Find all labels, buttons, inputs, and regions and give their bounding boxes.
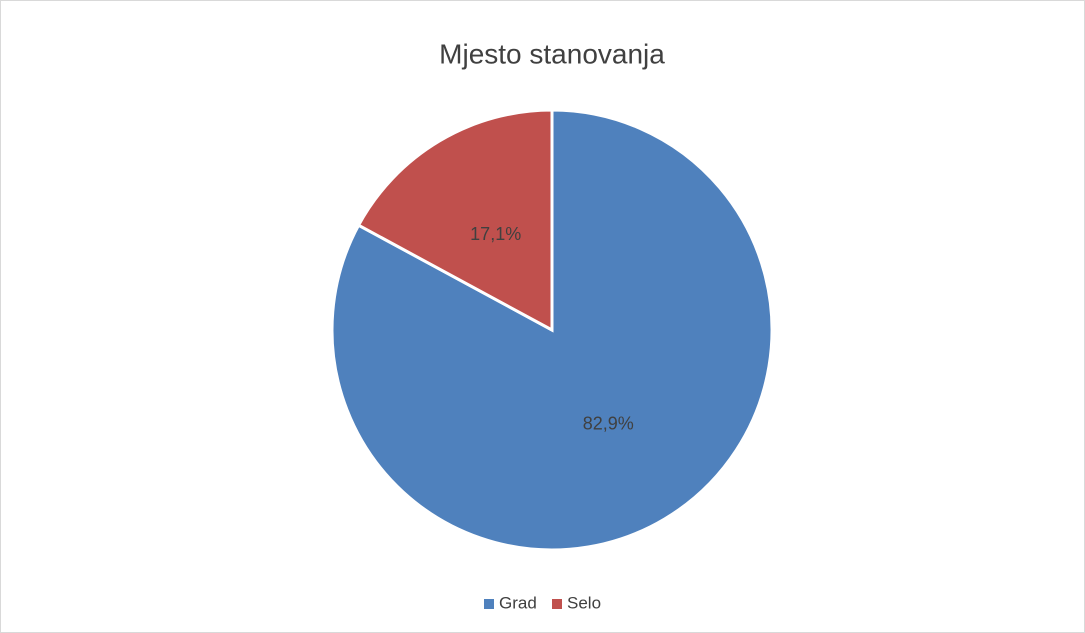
chart-title: Mjesto stanovanja bbox=[439, 38, 665, 69]
data-label: 17,1% bbox=[470, 224, 521, 244]
pie-slice bbox=[356, 108, 554, 333]
legend-swatch bbox=[552, 599, 562, 609]
data-label: 82,9% bbox=[583, 413, 634, 433]
legend-label: Selo bbox=[567, 593, 601, 612]
legend-swatch bbox=[484, 599, 494, 609]
legend-label: Grad bbox=[499, 593, 537, 612]
